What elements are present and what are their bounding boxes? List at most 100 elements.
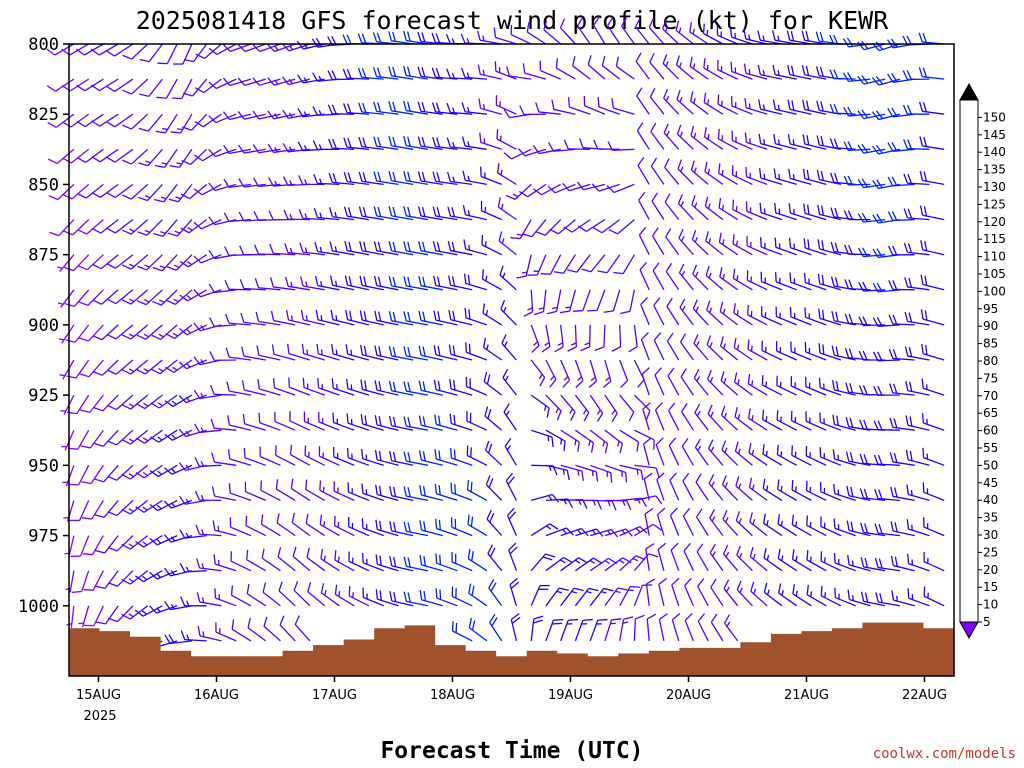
wind-barb xyxy=(193,289,222,298)
wind-barb xyxy=(832,414,856,431)
wind-barb xyxy=(773,168,797,186)
wind-barb xyxy=(891,590,915,607)
wind-barb xyxy=(328,138,355,150)
wind-barb xyxy=(682,507,694,536)
wind-barb xyxy=(227,415,252,431)
wind-barb xyxy=(777,479,798,501)
wind-barb xyxy=(530,394,550,418)
wind-barb xyxy=(136,324,163,340)
wind-barb xyxy=(223,212,251,223)
wind-barb xyxy=(95,605,119,625)
wind-barb xyxy=(375,554,399,572)
wind-barb xyxy=(69,500,90,522)
wind-barb xyxy=(804,307,827,326)
wind-barb xyxy=(843,106,871,117)
wind-barb xyxy=(923,551,945,572)
wind-barb xyxy=(733,337,753,361)
wind-barb xyxy=(818,308,842,326)
wind-barb xyxy=(774,203,797,221)
wind-barb xyxy=(334,550,355,572)
wind-barb xyxy=(306,547,326,572)
wind-barb xyxy=(663,123,680,150)
wind-barb xyxy=(449,413,473,431)
wind-barb xyxy=(263,616,281,642)
wind-barb xyxy=(138,113,163,132)
wind-barb xyxy=(681,403,694,431)
wind-barb xyxy=(788,237,812,256)
x-year-label: 2025 xyxy=(83,709,116,724)
wind-barb xyxy=(619,616,634,642)
wind-barb xyxy=(122,43,149,60)
colorbar-label: 85 xyxy=(983,337,998,351)
wind-barb xyxy=(284,243,310,256)
wind-barb xyxy=(634,495,663,505)
wind-barb xyxy=(403,591,429,607)
wind-barb xyxy=(374,415,399,431)
wind-barb xyxy=(122,183,149,200)
wind-barb xyxy=(743,29,768,45)
wind-barb xyxy=(611,324,622,352)
wind-barb xyxy=(318,446,340,466)
wind-barb xyxy=(634,523,662,537)
wind-barb xyxy=(702,23,724,45)
wind-barb xyxy=(237,111,266,120)
wind-barb xyxy=(434,414,458,431)
wind-barb xyxy=(178,359,207,370)
wind-barb xyxy=(707,369,724,396)
wind-barb xyxy=(604,587,628,607)
wind-barb xyxy=(873,351,900,362)
wind-barb xyxy=(121,535,149,550)
wind-barb xyxy=(509,577,520,606)
wind-barb xyxy=(922,447,945,466)
wind-barb xyxy=(165,359,193,374)
wind-barb xyxy=(650,157,665,185)
wind-barb xyxy=(589,394,604,422)
wind-barb xyxy=(791,549,812,572)
wind-barb xyxy=(93,429,119,447)
wind-barb xyxy=(597,97,620,115)
wind-barb xyxy=(433,310,458,326)
wind-barb xyxy=(645,543,655,571)
wind-barb xyxy=(135,394,163,410)
wind-barb xyxy=(314,241,340,256)
wind-barb xyxy=(403,311,429,326)
wind-barb xyxy=(745,201,768,221)
wind-barb xyxy=(746,270,768,291)
wind-barb xyxy=(247,618,267,642)
wind-barb xyxy=(817,204,842,221)
wind-barb xyxy=(346,413,370,431)
wind-barb xyxy=(63,219,90,236)
wind-barb xyxy=(122,78,149,95)
wind-barb xyxy=(346,378,370,396)
wind-barb xyxy=(574,618,593,642)
wind-barb xyxy=(575,557,603,572)
wind-barb xyxy=(548,142,576,152)
wind-barb xyxy=(634,464,660,478)
colorbar-label: 130 xyxy=(983,180,1006,194)
wind-barb xyxy=(83,570,104,591)
wind-barb xyxy=(329,241,355,256)
wind-barb xyxy=(777,514,798,537)
wind-barb xyxy=(289,444,311,466)
wind-barb xyxy=(482,303,503,326)
wind-barb xyxy=(820,516,842,537)
wind-barb xyxy=(419,554,443,572)
wind-barb xyxy=(608,219,635,235)
wind-barb xyxy=(489,613,503,642)
y-tick-label: 950 xyxy=(28,456,59,476)
colorbar-label: 95 xyxy=(983,302,998,316)
wind-barb xyxy=(918,32,945,45)
wind-barb xyxy=(720,371,739,396)
wind-barb xyxy=(313,173,340,186)
colorbar-label: 90 xyxy=(983,319,998,333)
wind-barb xyxy=(180,596,207,607)
wind-barb xyxy=(62,183,90,200)
wind-barb xyxy=(920,274,945,291)
wind-barb xyxy=(531,493,560,503)
wind-barb xyxy=(418,310,443,326)
wind-barb xyxy=(65,324,90,343)
wind-barb xyxy=(777,548,798,572)
wind-barb xyxy=(137,219,163,236)
wind-barb xyxy=(136,289,163,306)
wind-barb xyxy=(792,584,812,607)
